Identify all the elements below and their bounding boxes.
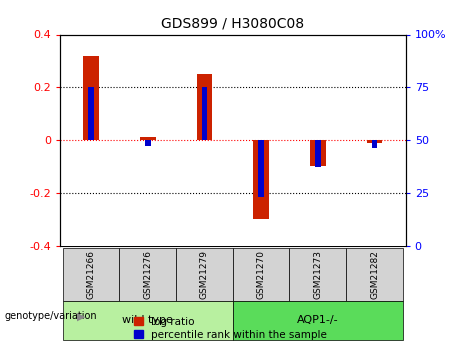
Legend: log ratio, percentile rank within the sample: log ratio, percentile rank within the sa… <box>134 317 327 340</box>
Bar <box>140 137 156 140</box>
Text: GSM21273: GSM21273 <box>313 250 322 299</box>
Bar <box>258 140 264 197</box>
Bar <box>88 87 94 140</box>
Text: wild type: wild type <box>122 315 173 325</box>
Text: GSM21276: GSM21276 <box>143 250 152 299</box>
Bar <box>176 247 233 301</box>
Text: AQP1-/-: AQP1-/- <box>297 315 339 325</box>
Bar <box>346 247 403 301</box>
Text: GSM21270: GSM21270 <box>257 250 266 299</box>
Bar <box>233 301 403 339</box>
Bar <box>310 140 326 166</box>
Bar <box>315 140 321 167</box>
Text: ▶: ▶ <box>77 312 86 321</box>
Bar <box>372 140 378 148</box>
Bar <box>201 87 207 140</box>
Bar <box>366 140 383 143</box>
Bar <box>145 140 151 146</box>
Bar <box>63 247 119 301</box>
Bar <box>63 301 233 339</box>
Bar <box>253 140 269 219</box>
Bar <box>233 247 290 301</box>
Bar <box>83 56 99 140</box>
Bar <box>290 247 346 301</box>
Bar <box>196 74 213 140</box>
Text: GSM21282: GSM21282 <box>370 250 379 299</box>
Title: GDS899 / H3080C08: GDS899 / H3080C08 <box>161 17 304 31</box>
Bar <box>119 247 176 301</box>
Text: GSM21279: GSM21279 <box>200 250 209 299</box>
Text: genotype/variation: genotype/variation <box>5 311 97 321</box>
Text: GSM21266: GSM21266 <box>87 250 95 299</box>
